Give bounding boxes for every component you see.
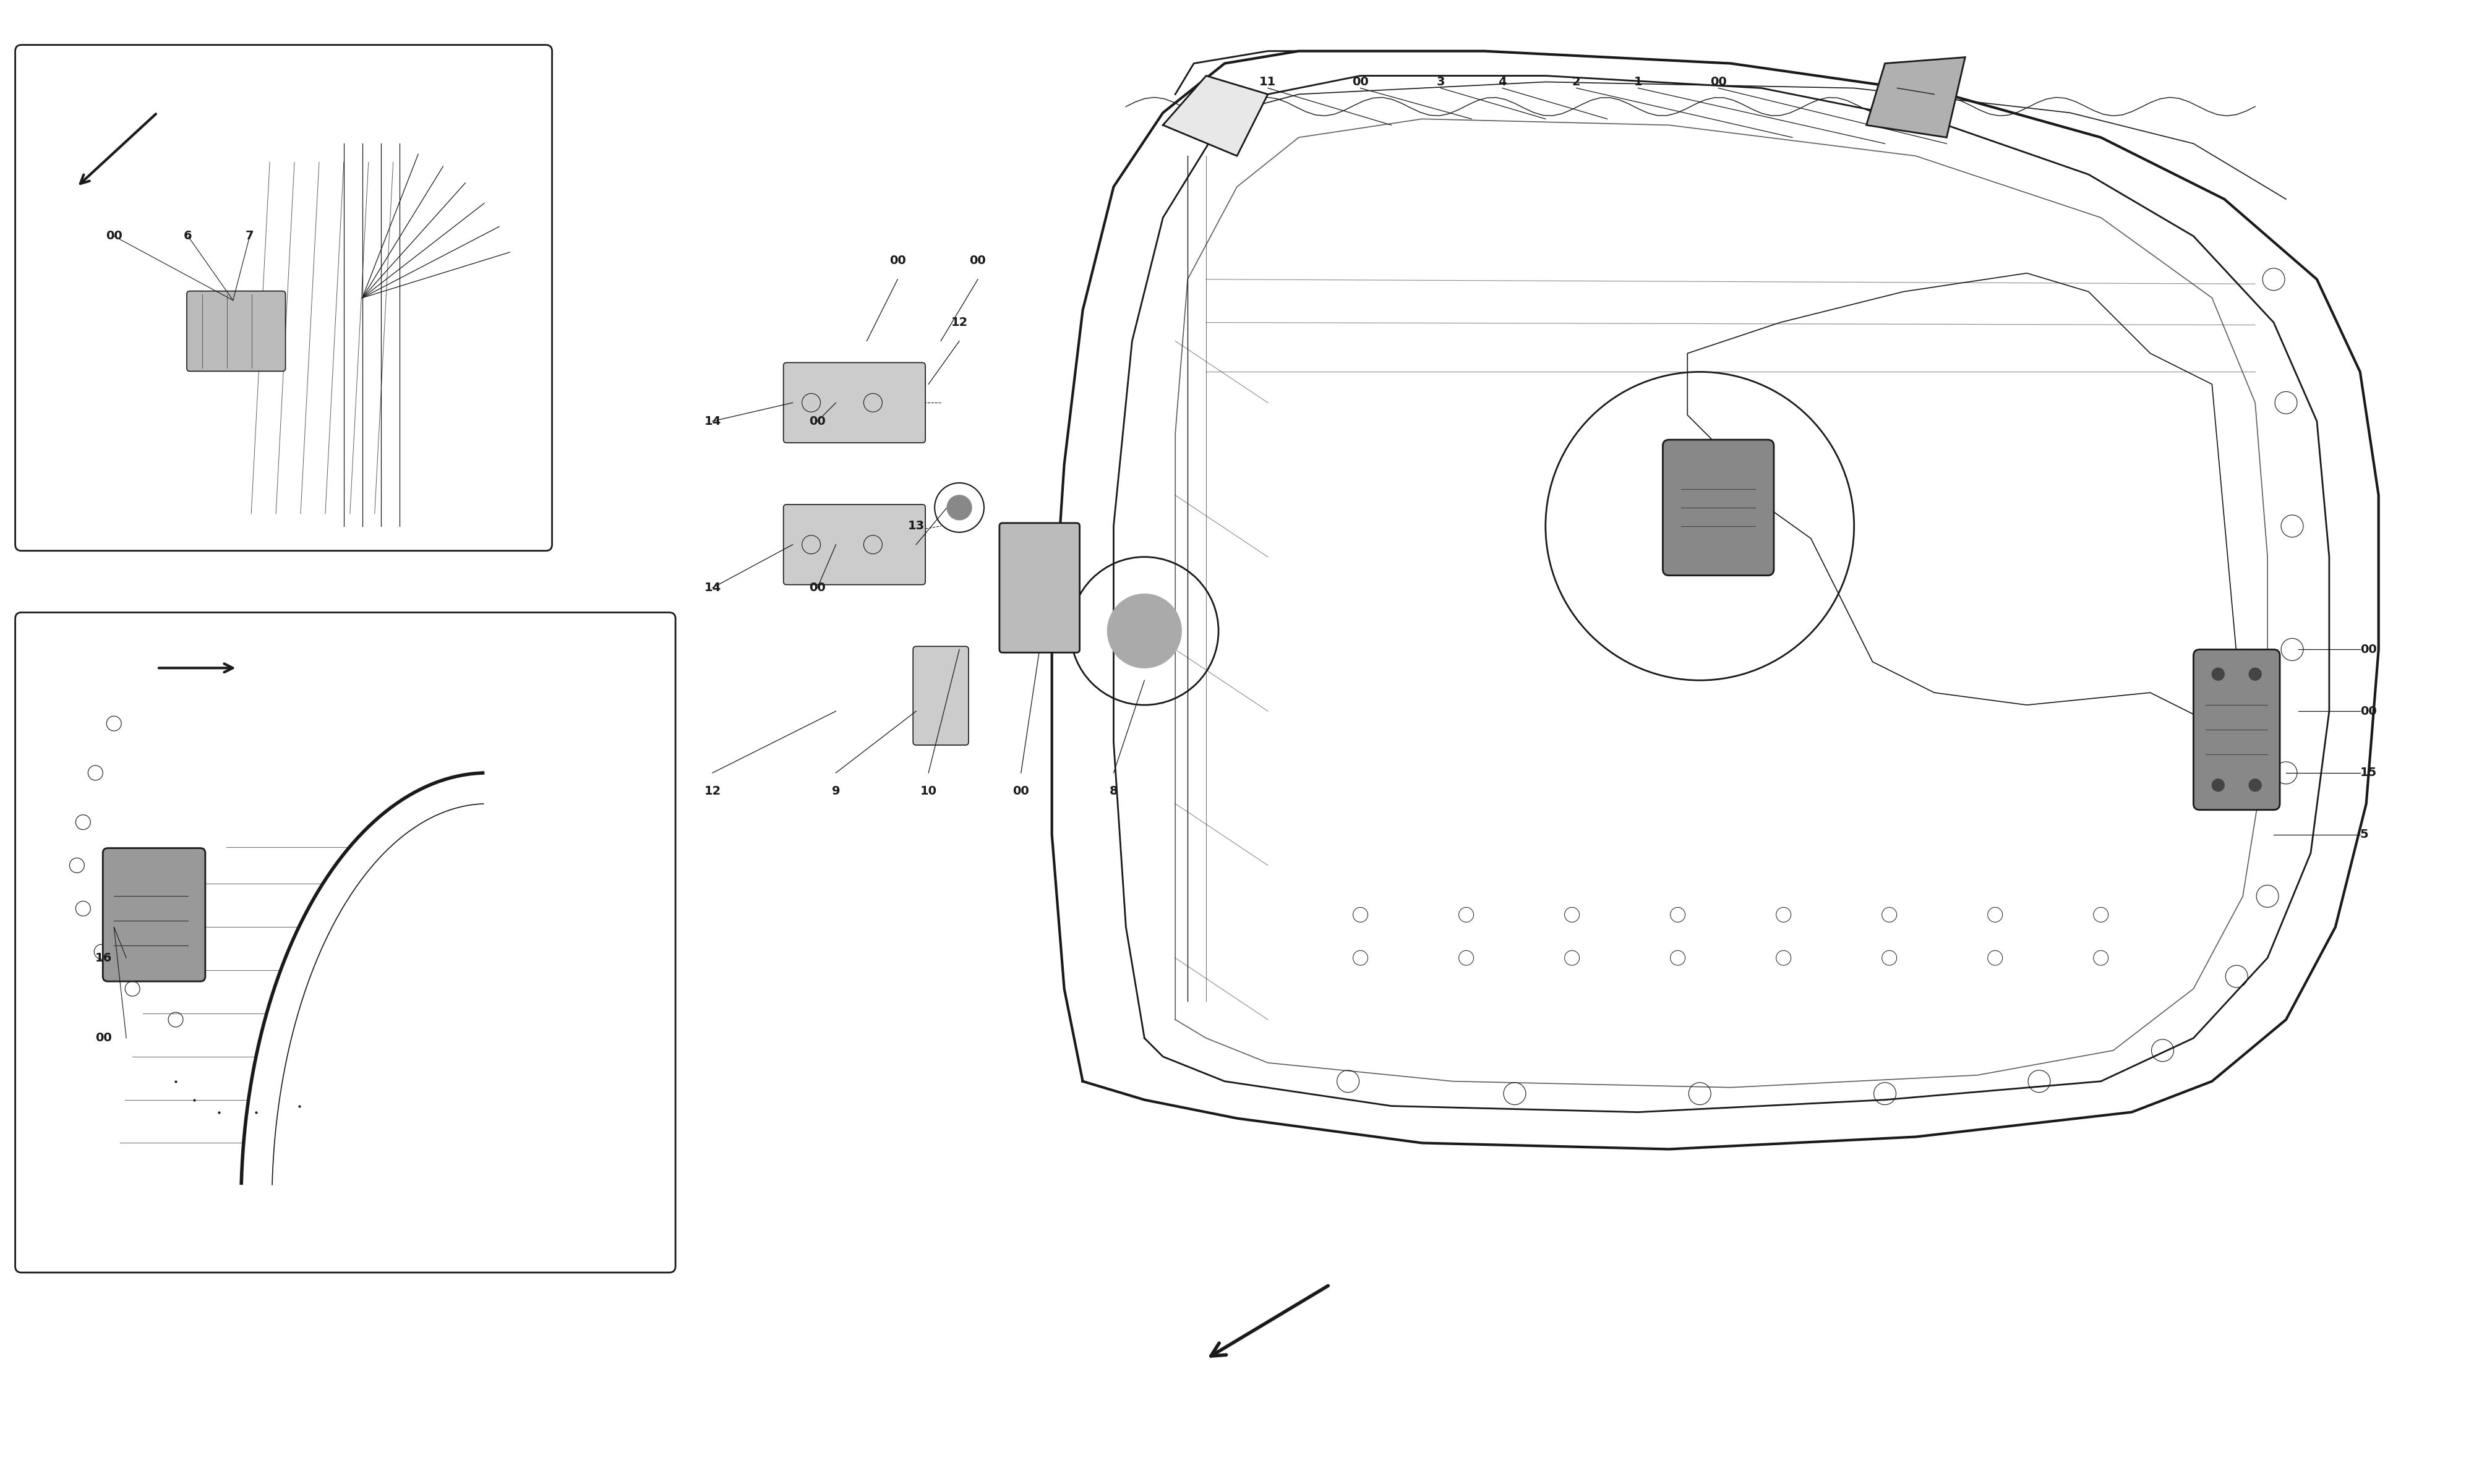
- Text: 00: 00: [970, 255, 987, 267]
- Text: 00: 00: [809, 582, 826, 594]
- Text: 00: 00: [106, 230, 121, 242]
- Text: 2: 2: [1571, 76, 1581, 88]
- Text: 00: 00: [809, 416, 826, 427]
- FancyBboxPatch shape: [2194, 650, 2281, 810]
- FancyBboxPatch shape: [913, 647, 970, 745]
- Text: 00: 00: [1710, 76, 1727, 88]
- FancyBboxPatch shape: [1663, 439, 1774, 576]
- FancyBboxPatch shape: [15, 613, 675, 1273]
- Text: 7: 7: [245, 230, 255, 242]
- FancyBboxPatch shape: [186, 291, 285, 371]
- Text: 11: 11: [1259, 76, 1277, 88]
- FancyBboxPatch shape: [784, 505, 925, 585]
- Text: 12: 12: [950, 316, 967, 328]
- Polygon shape: [1865, 58, 1964, 138]
- FancyBboxPatch shape: [784, 362, 925, 442]
- Circle shape: [2249, 668, 2261, 680]
- Text: 3: 3: [1437, 76, 1445, 88]
- Text: 13: 13: [908, 521, 925, 531]
- Text: 00: 00: [96, 1033, 111, 1043]
- Text: 00: 00: [1353, 76, 1368, 88]
- Text: 8: 8: [1108, 785, 1118, 797]
- FancyBboxPatch shape: [15, 45, 552, 551]
- Text: 00: 00: [1012, 785, 1029, 797]
- Text: 14: 14: [705, 582, 720, 594]
- Text: 1: 1: [1633, 76, 1643, 88]
- Text: 00: 00: [2360, 705, 2378, 717]
- Text: 14: 14: [705, 416, 720, 427]
- Circle shape: [2212, 668, 2224, 680]
- Text: 16: 16: [96, 953, 111, 963]
- Circle shape: [2212, 779, 2224, 791]
- Text: 4: 4: [1499, 76, 1507, 88]
- Text: 00: 00: [888, 255, 905, 267]
- Circle shape: [2249, 779, 2261, 791]
- Text: 5: 5: [2360, 828, 2368, 840]
- Text: 12: 12: [705, 785, 720, 797]
- Text: 9: 9: [831, 785, 841, 797]
- Circle shape: [948, 496, 972, 519]
- Text: 00: 00: [2360, 644, 2378, 656]
- Text: 15: 15: [2360, 767, 2378, 779]
- Text: 6: 6: [183, 230, 193, 242]
- FancyBboxPatch shape: [999, 522, 1079, 653]
- FancyBboxPatch shape: [104, 849, 205, 981]
- Text: 10: 10: [920, 785, 938, 797]
- Polygon shape: [1163, 76, 1267, 156]
- Circle shape: [1108, 594, 1183, 668]
